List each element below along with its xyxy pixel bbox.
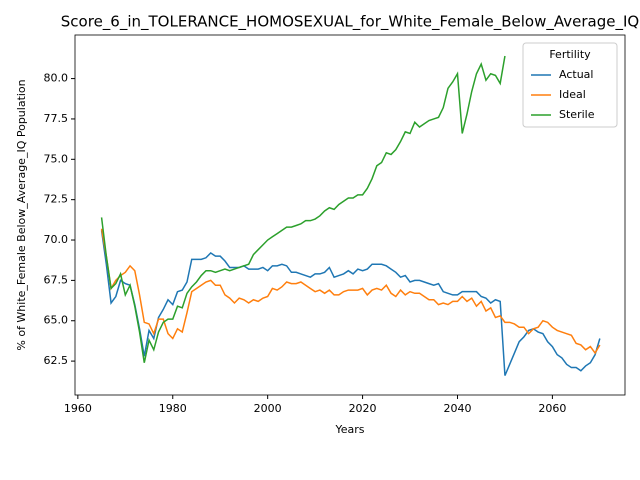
x-tick-label: 1960	[64, 402, 92, 415]
legend-title: Fertility	[549, 48, 591, 61]
y-tick-label: 75.0	[44, 152, 69, 165]
y-tick-label: 62.5	[44, 354, 69, 367]
y-tick-label: 77.5	[44, 112, 69, 125]
legend-label: Ideal	[559, 88, 586, 101]
x-axis-label: Years	[334, 423, 364, 436]
legend-box	[522, 42, 618, 128]
legend-label: Actual	[559, 68, 593, 81]
y-tick-label: 80.0	[44, 72, 69, 85]
y-tick-label: 72.5	[44, 193, 69, 206]
line-series	[100, 228, 601, 355]
y-axis-label: % of White_Female Below_Average_IQ Popul…	[15, 79, 28, 350]
line-series	[100, 55, 506, 363]
y-tick-label: 67.5	[44, 273, 69, 286]
chart-title: Score_6_in_TOLERANCE_HOMOSEXUAL_for_Whit…	[61, 13, 639, 32]
line-series	[100, 230, 601, 376]
legend-label: Sterile	[559, 108, 595, 121]
x-tick-label: 2060	[538, 402, 566, 415]
y-tick-label: 70.0	[44, 233, 69, 246]
axes-frame	[74, 34, 626, 396]
y-tick-label: 65.0	[44, 314, 69, 327]
x-tick-label: 1980	[159, 402, 187, 415]
x-tick-label: 2040	[443, 402, 471, 415]
x-tick-label: 2020	[349, 402, 377, 415]
x-tick-label: 2000	[254, 402, 282, 415]
